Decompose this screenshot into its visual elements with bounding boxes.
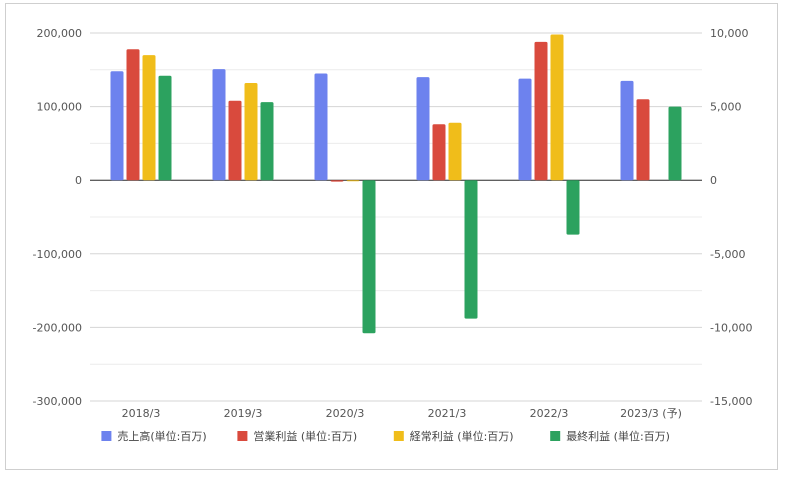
bar-2-2022/3 bbox=[534, 41, 548, 181]
bar-1-2023/3 (予) bbox=[620, 80, 634, 181]
right-tick-label: -15,000 bbox=[710, 395, 752, 408]
bar-1-2018/3 bbox=[110, 71, 124, 181]
right-tick-label: 0 bbox=[710, 174, 717, 187]
bar-2-2021/3 bbox=[432, 124, 446, 181]
right-tick-label: -5,000 bbox=[710, 248, 745, 261]
category-label: 2021/3 bbox=[428, 407, 467, 420]
bar-1-2021/3 bbox=[416, 77, 430, 181]
bar-4-2022/3 bbox=[566, 180, 580, 235]
legend-label: 営業利益 (単位:百万) bbox=[253, 429, 357, 443]
bar-4-2023/3 (予) bbox=[668, 106, 682, 181]
bar-2-2018/3 bbox=[126, 49, 140, 181]
right-tick-label: 5,000 bbox=[710, 101, 742, 114]
bar-1-2020/3 bbox=[314, 73, 328, 181]
legend-swatch bbox=[237, 431, 248, 441]
right-tick-label: 10,000 bbox=[710, 27, 749, 40]
left-tick-label: 0 bbox=[75, 174, 82, 187]
legend: 売上高(単位:百万) 営業利益 (単位:百万) 経常利益 (単位:百万) 最終利益 (… bbox=[101, 429, 670, 443]
bar-2-2019/3 bbox=[228, 100, 242, 181]
category-label: 2023/3 (予) bbox=[620, 407, 682, 420]
category-label: 2022/3 bbox=[530, 407, 569, 420]
left-tick-label: 100,000 bbox=[37, 101, 83, 114]
bar-2-2020/3 bbox=[330, 180, 344, 182]
category-label: 2019/3 bbox=[224, 407, 263, 420]
legend-label: 経常利益 (単位:百万) bbox=[410, 429, 514, 443]
bar-4-2019/3 bbox=[260, 102, 274, 181]
left-tick-label: -100,000 bbox=[33, 248, 82, 261]
left-axis-ticks: 200,000 100,000 0 -100,000 -200,000 -300,000 bbox=[33, 27, 82, 408]
category-label: 2018/3 bbox=[122, 407, 161, 420]
legend-swatch bbox=[393, 431, 404, 441]
legend-swatch bbox=[101, 431, 112, 441]
bar-4-2020/3 bbox=[362, 180, 376, 334]
legend-swatch bbox=[550, 431, 561, 441]
gridlines bbox=[90, 32, 702, 402]
right-tick-label: -10,000 bbox=[710, 321, 752, 334]
legend-label: 最終利益 (単位:百万) bbox=[566, 429, 670, 443]
category-label: 2020/3 bbox=[326, 407, 365, 420]
bar-1-2022/3 bbox=[518, 78, 532, 181]
legend-label: 売上高(単位:百万) bbox=[117, 429, 206, 443]
left-tick-label: -300,000 bbox=[33, 395, 82, 408]
bar-3-2020/3 bbox=[346, 180, 360, 182]
bar-1-2019/3 bbox=[212, 69, 226, 181]
left-tick-label: -200,000 bbox=[33, 321, 82, 334]
bar-4-2018/3 bbox=[158, 75, 172, 181]
bar-3-2019/3 bbox=[244, 83, 258, 181]
bar-3-2018/3 bbox=[142, 55, 156, 181]
left-tick-label: 200,000 bbox=[37, 27, 83, 40]
right-axis-ticks: 10,000 5,000 0 -5,000 -10,000 -15,000 bbox=[710, 27, 752, 408]
bar-4-2021/3 bbox=[464, 180, 478, 319]
bars bbox=[110, 34, 682, 334]
bar-3-2021/3 bbox=[448, 122, 462, 181]
x-axis-ticks: 2018/3 2019/3 2020/3 2021/3 2022/3 2023/3 (予) bbox=[122, 407, 682, 420]
bar-3-2022/3 bbox=[550, 34, 564, 181]
bar-2-2023/3 (予) bbox=[636, 99, 650, 181]
